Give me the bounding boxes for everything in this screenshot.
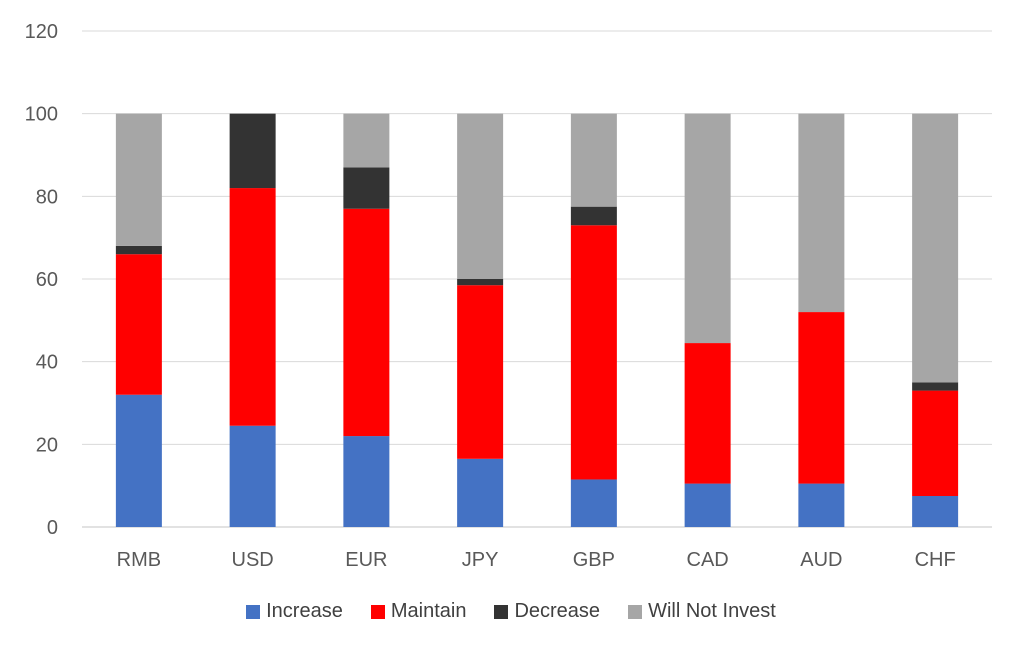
bar-jpy-decrease [457, 279, 504, 286]
bar-gbp-maintain [570, 225, 617, 480]
bar-eur-will-not-invest [343, 113, 390, 168]
bar-cad-will-not-invest [684, 113, 731, 344]
x-tick-label: USD [232, 549, 274, 571]
legend-item-decrease: Decrease [494, 600, 600, 623]
legend-swatch-increase [246, 604, 261, 619]
x-tick-label: CAD [687, 549, 729, 571]
bar-chf-will-not-invest [912, 113, 959, 383]
bar-usd-maintain [229, 188, 276, 426]
bar-rmb-will-not-invest [115, 113, 162, 246]
x-axis-ticks: RMB USD EUR JPY GBP CAD AUD CHF [117, 549, 956, 571]
legend-label-decrease: Decrease [514, 600, 601, 622]
gridlines [82, 30, 992, 528]
y-tick-label: 100 [25, 104, 58, 126]
bar-usd-increase [229, 425, 276, 527]
y-tick-label: 0 [47, 517, 58, 539]
legend-item-maintain: Maintain [370, 600, 467, 623]
bars [115, 113, 959, 527]
x-tick-label: GBP [573, 549, 615, 571]
y-tick-label: 20 [36, 434, 58, 456]
bar-aud-will-not-invest [798, 113, 845, 313]
x-tick-label: JPY [462, 549, 499, 571]
bar-chf-increase [912, 496, 959, 527]
legend-swatch-will-not-invest [628, 604, 643, 619]
x-tick-label: EUR [345, 549, 387, 571]
bar-jpy-increase [457, 458, 504, 527]
y-axis-ticks: 0 20 40 60 80 100 120 [25, 21, 58, 539]
legend-label-increase: Increase [266, 600, 343, 622]
bar-jpy-maintain [457, 285, 504, 459]
bar-cad-maintain [684, 343, 731, 484]
bar-jpy-will-not-invest [457, 113, 504, 280]
y-tick-label: 120 [25, 21, 58, 43]
bar-chf-maintain [912, 390, 959, 496]
legend-item-increase: Increase [246, 600, 343, 623]
legend: Increase Maintain Decrease Will Not Inve… [0, 600, 1022, 623]
bar-usd-decrease [229, 113, 276, 189]
legend-label-maintain: Maintain [390, 600, 467, 622]
bar-gbp-increase [570, 479, 617, 527]
bar-rmb-maintain [115, 254, 162, 395]
bar-aud-increase [798, 483, 845, 527]
x-tick-label: RMB [117, 549, 161, 571]
bar-gbp-decrease [570, 206, 617, 226]
legend-swatch-maintain [370, 604, 385, 619]
bar-eur-maintain [343, 208, 390, 437]
bar-gbp-will-not-invest [570, 113, 617, 207]
legend-swatch-decrease [494, 604, 509, 619]
bar-aud-maintain [798, 312, 845, 484]
legend-label-will-not-invest: Will Not Invest [648, 600, 776, 622]
y-tick-label: 40 [36, 352, 58, 374]
legend-item-will-not-invest: Will Not Invest [628, 600, 776, 623]
bar-cad-increase [684, 483, 731, 527]
bar-eur-increase [343, 436, 390, 527]
x-tick-label: AUD [800, 549, 842, 571]
bar-rmb-decrease [115, 245, 162, 255]
y-tick-label: 80 [36, 186, 58, 208]
bar-eur-decrease [343, 167, 390, 209]
y-tick-label: 60 [36, 269, 58, 291]
x-tick-label: CHF [915, 549, 956, 571]
bar-chf-decrease [912, 382, 959, 391]
bar-rmb-increase [115, 394, 162, 527]
